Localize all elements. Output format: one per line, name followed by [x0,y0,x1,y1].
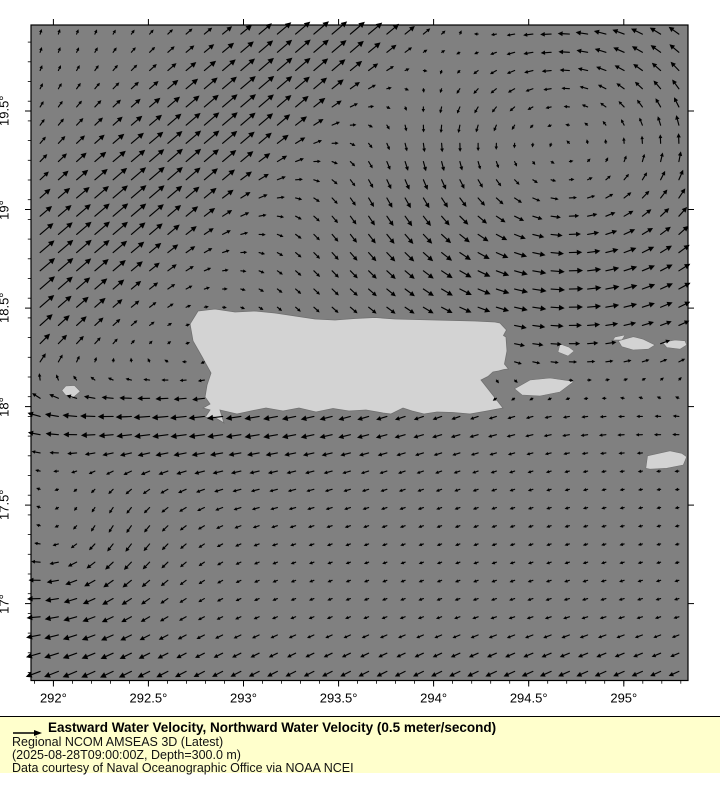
svg-text:295°: 295° [610,691,637,706]
svg-text:292.5°: 292.5° [130,691,168,706]
svg-text:294°: 294° [420,691,447,706]
svg-text:293.5°: 293.5° [320,691,358,706]
svg-text:292°: 292° [40,691,67,706]
svg-text:293°: 293° [230,691,257,706]
svg-text:294.5°: 294.5° [510,691,548,706]
